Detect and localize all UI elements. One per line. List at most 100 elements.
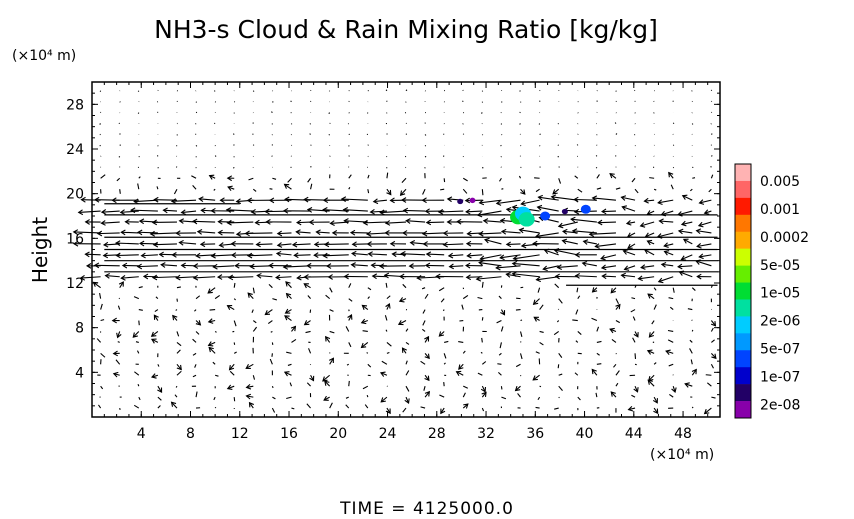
wind-vector	[268, 262, 292, 269]
wind-vector	[422, 188, 426, 195]
wind-vector	[631, 394, 636, 398]
wind-vector	[372, 198, 387, 205]
wind-vector	[442, 309, 445, 312]
wind-vector	[212, 263, 235, 270]
wind-vector	[481, 317, 484, 321]
wind-vector	[343, 273, 368, 280]
wind-vector	[252, 144, 255, 146]
wind-vector	[695, 228, 712, 235]
wind-vector	[171, 252, 197, 258]
wind-vector	[600, 264, 617, 271]
wind-vector	[622, 249, 636, 256]
wind-vector	[571, 228, 597, 235]
wind-vector	[267, 320, 273, 325]
wind-vector	[696, 243, 712, 249]
wind-vector	[234, 262, 254, 269]
wind-vector	[404, 396, 410, 404]
wind-vector	[282, 207, 311, 214]
wind-vector	[710, 133, 713, 135]
wind-vector	[520, 199, 540, 207]
wind-vector	[151, 219, 177, 226]
wind-vector	[632, 337, 636, 343]
wind-vector	[682, 238, 693, 245]
wind-vector	[134, 371, 140, 376]
wind-vector	[653, 188, 657, 191]
wind-vector	[380, 396, 388, 403]
colorbar-swatch	[735, 248, 751, 266]
x-tick-label: 12	[231, 426, 249, 442]
wind-vector	[484, 237, 502, 245]
wind-vector	[367, 251, 387, 257]
wind-vector	[385, 407, 391, 415]
wind-vector	[348, 342, 352, 348]
wind-vector	[251, 309, 254, 313]
wind-vector	[137, 383, 140, 387]
wind-vector	[577, 112, 579, 114]
wind-vector	[671, 386, 677, 394]
wind-vector	[402, 407, 407, 413]
wind-vector	[596, 187, 602, 190]
wind-vector	[176, 349, 181, 354]
wind-vector	[286, 351, 292, 354]
wind-vector	[386, 295, 391, 300]
wind-vector	[233, 351, 237, 354]
wind-vector	[442, 230, 464, 237]
wind-vector	[118, 156, 121, 158]
wind-vector	[440, 298, 445, 303]
colorbar-swatch	[735, 350, 751, 368]
wind-vector	[481, 391, 487, 398]
wind-vector	[462, 100, 464, 103]
wind-vector	[360, 341, 369, 349]
wind-vector	[520, 188, 526, 195]
wind-vector	[539, 341, 544, 346]
wind-vector	[478, 199, 502, 206]
wind-vector	[157, 396, 162, 401]
wind-vector	[198, 196, 216, 202]
x-tick-label: 36	[526, 426, 544, 442]
wind-vector	[690, 359, 693, 365]
wind-vector	[118, 281, 124, 288]
wind-vector	[137, 229, 158, 236]
wind-vector	[591, 368, 598, 376]
wind-vector	[552, 188, 560, 195]
wind-vector	[291, 338, 297, 343]
wind-vector	[577, 188, 583, 193]
wind-vector	[660, 261, 674, 268]
wind-vector	[643, 197, 655, 204]
wind-vector	[176, 100, 178, 103]
wind-vector	[361, 304, 369, 311]
wind-vector	[119, 101, 121, 103]
wind-vector	[647, 374, 655, 382]
wind-vector	[669, 306, 674, 311]
wind-vector	[480, 385, 487, 393]
wind-vector	[481, 361, 487, 365]
wind-vector	[477, 372, 483, 376]
wind-vector	[681, 194, 693, 201]
wind-vector	[633, 385, 639, 393]
y-tick-label: 24	[66, 142, 84, 158]
wind-vector	[689, 348, 693, 354]
wind-vector	[653, 362, 657, 365]
y-axis-label: Height	[28, 217, 52, 283]
wind-vector	[369, 208, 387, 215]
x-tick-label: 4	[137, 426, 146, 442]
wind-vector	[615, 382, 619, 387]
wind-vector	[680, 220, 693, 227]
wind-vector	[306, 206, 330, 213]
wind-vector	[210, 207, 235, 214]
y-axis-ticks: 4 8 12 16 20 24 28	[66, 92, 720, 407]
wind-vector	[226, 384, 235, 390]
wind-vector	[235, 198, 254, 205]
wind-vector	[539, 166, 541, 168]
wind-vector	[173, 188, 178, 195]
wind-vector	[591, 317, 598, 322]
wind-vector	[689, 188, 693, 192]
wind-vector	[256, 272, 273, 279]
wind-vector	[247, 292, 254, 300]
wind-vector	[574, 251, 597, 258]
wind-vector	[175, 230, 197, 237]
wind-vector	[703, 209, 712, 215]
wind-vector	[268, 197, 292, 204]
wind-vector	[424, 262, 445, 269]
wind-vector	[176, 341, 182, 347]
